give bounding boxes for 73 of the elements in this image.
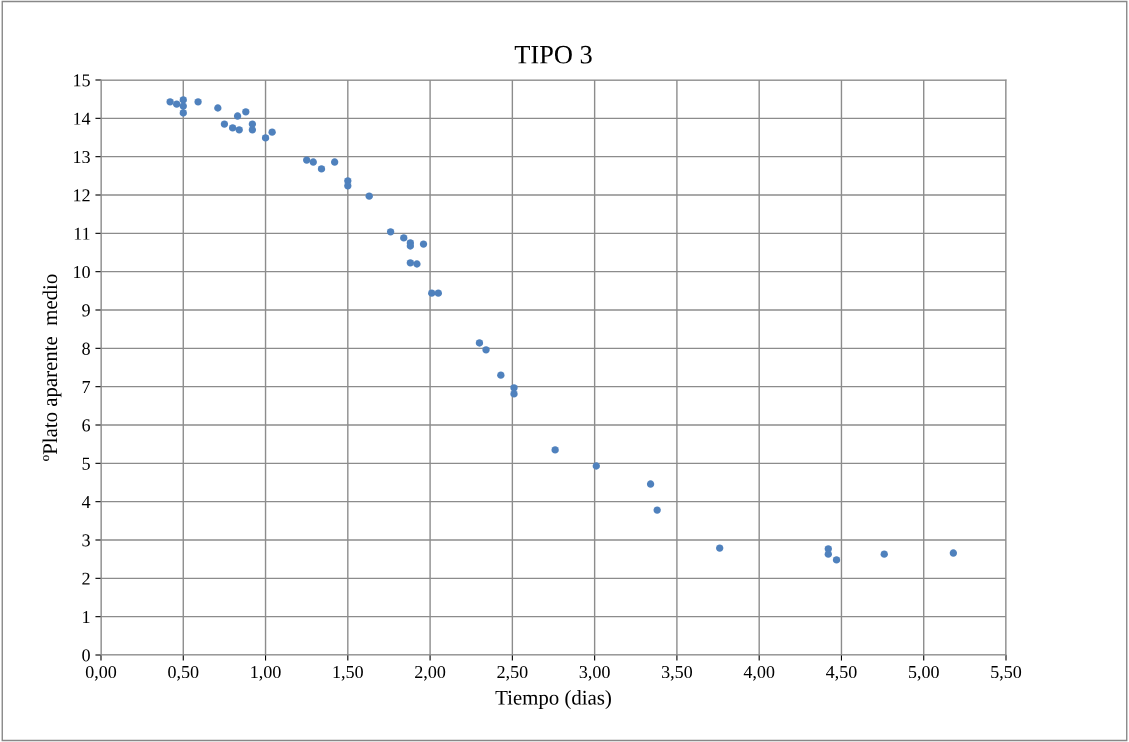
point: [309, 158, 317, 166]
x-tick-label: 5,50: [991, 665, 1022, 681]
y-tick-label: 12: [74, 189, 90, 202]
point: [179, 109, 187, 117]
y-tick-label: 10: [74, 265, 90, 279]
y-tick-label: 3: [82, 534, 90, 547]
point: [228, 124, 237, 132]
x-tick-label: 5,00: [908, 665, 939, 681]
point: [233, 112, 242, 120]
point: [330, 158, 339, 166]
x-tick-label: 3,00: [579, 665, 610, 681]
point: [434, 289, 442, 297]
point: [303, 156, 311, 164]
point: [949, 549, 958, 557]
point: [475, 339, 484, 347]
y-tick-label: 5: [82, 457, 90, 470]
point: [832, 556, 841, 564]
point: [268, 128, 276, 136]
point: [173, 100, 181, 108]
x-tick-label: 1,50: [333, 665, 363, 681]
x-tick-label: 2,50: [497, 665, 528, 681]
x-tick-label: 3,50: [661, 665, 693, 681]
point: [386, 228, 395, 236]
x-tick-label: 1,00: [251, 665, 281, 681]
point: [482, 346, 490, 354]
point: [880, 550, 888, 558]
chart-title: TIPO 3: [514, 45, 592, 64]
y-tick-label: 9: [82, 304, 90, 317]
x-axis-title: Tiempo (dias): [495, 690, 611, 710]
y-tick-label: 7: [82, 381, 91, 393]
y-tick-label: 11: [74, 227, 90, 240]
y-tick-label: 0: [82, 649, 90, 662]
point: [166, 98, 174, 106]
point: [235, 126, 243, 134]
point: [824, 550, 832, 558]
point: [716, 544, 724, 552]
x-tick-label: 0,50: [168, 665, 199, 681]
y-tick-label: 4: [81, 496, 91, 508]
point: [592, 462, 600, 470]
point: [406, 259, 415, 267]
point: [365, 192, 373, 200]
point: [242, 108, 250, 116]
x-tick-label: 4,50: [826, 665, 857, 681]
x-tick-label: 2,00: [415, 665, 446, 681]
x-tick-label: 4,00: [743, 665, 775, 681]
point: [194, 98, 202, 106]
point: [214, 104, 222, 112]
point: [179, 102, 187, 110]
y-tick-label: 6: [82, 419, 91, 432]
y-tick-label: 8: [82, 342, 90, 355]
y-tick-label: 15: [74, 74, 90, 87]
x-tick-label: 0,00: [85, 665, 117, 681]
point: [413, 260, 421, 268]
point: [646, 480, 655, 488]
y-axis-title: ºPlato aparente medio: [42, 274, 62, 461]
point: [344, 182, 352, 190]
point: [419, 240, 428, 248]
y-tick-label: 14: [74, 112, 91, 125]
point: [179, 96, 187, 104]
point: [428, 289, 436, 297]
point: [510, 384, 518, 392]
point: [261, 134, 270, 142]
y-tick-label: 13: [74, 150, 90, 164]
y-tick-label: 2: [82, 572, 90, 585]
point: [220, 120, 229, 128]
point: [653, 506, 661, 514]
point: [497, 371, 505, 379]
point: [551, 446, 559, 454]
y-tick-label: 1: [83, 611, 90, 623]
point: [510, 390, 518, 398]
point: [400, 234, 408, 242]
point: [317, 165, 326, 173]
point: [248, 126, 257, 134]
